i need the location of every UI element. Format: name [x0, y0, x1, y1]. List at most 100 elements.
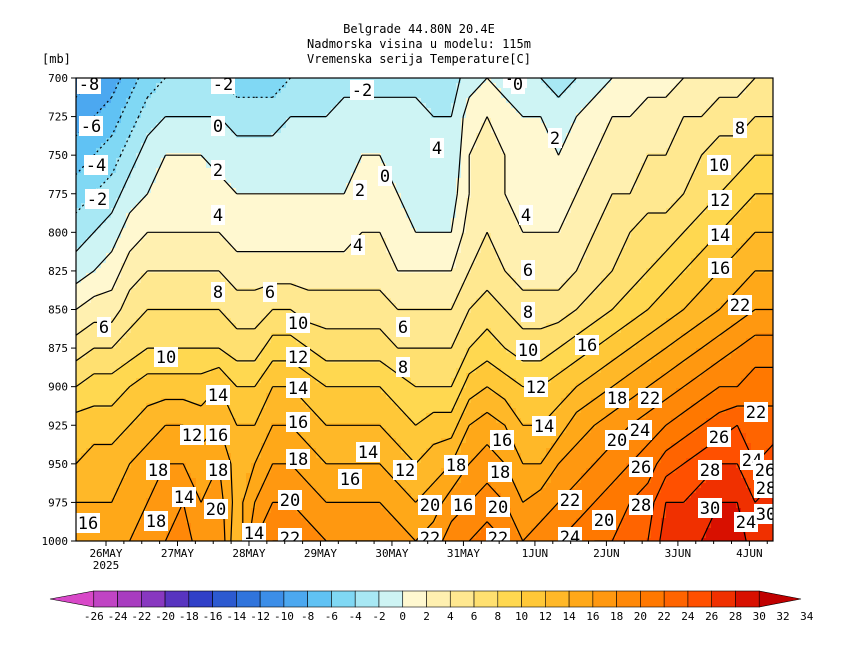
temperature-cell [771, 148, 773, 154]
temperature-cell [746, 103, 752, 109]
temperature-cell [716, 83, 722, 89]
temperature-cell [101, 238, 107, 244]
temperature-cell [426, 223, 432, 229]
temperature-cell [601, 138, 607, 144]
temperature-cell [746, 178, 752, 184]
temperature-cell [466, 143, 472, 149]
temperature-cell [151, 223, 157, 229]
temperature-cell [196, 193, 202, 199]
temperature-cell [756, 93, 762, 99]
temperature-cell [736, 143, 742, 149]
temperature-cell [676, 83, 682, 89]
temperature-cell [501, 123, 507, 129]
temperature-cell [386, 218, 392, 224]
temperature-cell [386, 158, 392, 164]
temperature-cell [126, 233, 132, 239]
temperature-cell [81, 153, 87, 159]
temperature-cell [276, 78, 282, 84]
temperature-cell [476, 213, 482, 219]
temperature-cell [691, 143, 697, 149]
temperature-cell [201, 198, 207, 204]
temperature-cell [286, 148, 292, 154]
chart-subtitle-series: Vremenska serija Temperature[C] [307, 52, 531, 66]
temperature-cell [446, 113, 452, 119]
temperature-cell [586, 113, 592, 119]
temperature-cell [591, 183, 597, 189]
temperature-cell [491, 193, 497, 199]
temperature-cell [541, 198, 547, 204]
temperature-cell [176, 168, 182, 174]
temperature-cell [326, 93, 332, 99]
temperature-cell [431, 118, 437, 124]
temperature-cell [536, 88, 542, 94]
temperature-cell [381, 143, 387, 149]
temperature-cell [401, 243, 407, 249]
temperature-cell [551, 78, 557, 84]
temperature-cell [696, 248, 702, 254]
temperature-cell [166, 143, 172, 149]
temperature-cell [626, 78, 632, 84]
temperature-cell [371, 223, 377, 229]
temperature-cell [456, 98, 462, 104]
temperature-cell [261, 128, 267, 134]
temperature-cell [146, 173, 152, 179]
temperature-cell [671, 193, 677, 199]
temperature-cell [661, 98, 667, 104]
temperature-cell [436, 213, 442, 219]
temperature-cell [131, 93, 137, 99]
temperature-cell [576, 203, 582, 209]
temperature-cell [691, 233, 697, 239]
temperature-cell [486, 228, 492, 234]
temperature-cell [271, 133, 277, 139]
temperature-cell [581, 138, 587, 144]
temperature-cell [381, 133, 387, 139]
temperature-cell [536, 118, 542, 124]
temperature-cell [546, 178, 552, 184]
temperature-cell [406, 228, 412, 234]
temperature-cell [166, 88, 172, 94]
temperature-cell [706, 118, 712, 124]
temperature-cell [546, 228, 552, 234]
temperature-cell [446, 223, 452, 229]
temperature-cell [261, 113, 267, 119]
temperature-cell [721, 173, 727, 179]
temperature-cell [516, 148, 522, 154]
temperature-cell [671, 223, 677, 229]
temperature-cell [286, 203, 292, 209]
temperature-cell [446, 188, 452, 194]
temperature-cell [156, 93, 162, 99]
temperature-cell [276, 208, 282, 214]
temperature-cell [731, 93, 737, 99]
temperature-cell [541, 98, 547, 104]
temperature-cell [281, 183, 287, 189]
temperature-cell [156, 208, 162, 214]
temperature-cell [361, 113, 367, 119]
temperature-cell [511, 158, 517, 164]
temperature-cell [161, 133, 167, 139]
temperature-cell [751, 208, 757, 214]
temperature-cell [246, 243, 252, 249]
temperature-cell [121, 213, 127, 219]
temperature-cell [641, 198, 647, 204]
temperature-cell [761, 173, 767, 179]
temperature-cell [331, 193, 337, 199]
temperature-cell [276, 233, 282, 239]
temperature-cell [81, 93, 87, 99]
temperature-cell [76, 248, 82, 254]
temperature-cell [676, 228, 682, 234]
temperature-cell [396, 178, 402, 184]
temperature-cell [761, 218, 767, 224]
temperature-cell [441, 113, 447, 119]
temperature-cell [381, 193, 387, 199]
temperature-cell [611, 238, 617, 244]
temperature-cell [496, 178, 502, 184]
temperature-cell [631, 138, 637, 144]
temperature-cell [481, 153, 487, 159]
temperature-cell [476, 193, 482, 199]
temperature-cell [436, 133, 442, 139]
temperature-cell [471, 108, 477, 114]
temperature-cell [666, 198, 672, 204]
temperature-cell [276, 183, 282, 189]
temperature-cell [196, 183, 202, 189]
temperature-cell [401, 163, 407, 169]
